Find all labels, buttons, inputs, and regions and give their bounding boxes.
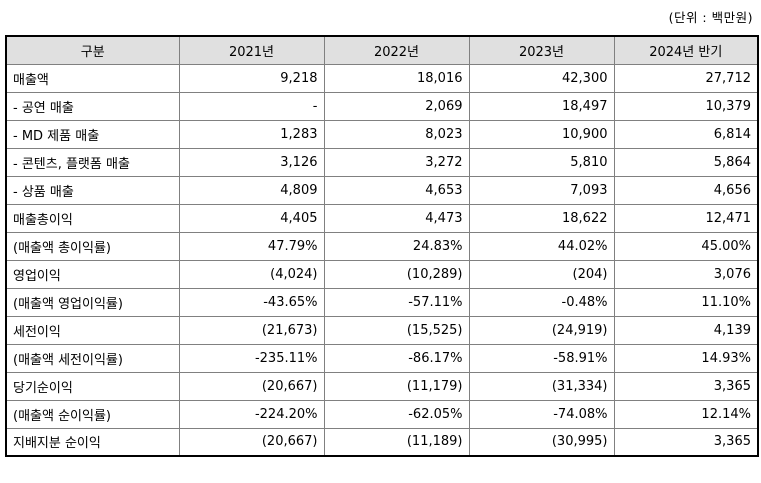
value-cell: 5,810 [468,147,615,177]
row-label-cell: (매출액 영업이익률) [5,287,180,317]
value-cell: 18,016 [323,63,470,93]
value-cell: 8,023 [323,119,470,149]
column-header: 구분 [5,35,180,65]
column-header: 2023년 [468,35,615,65]
row-label-cell: 세전이익 [5,315,180,345]
value-cell: (30,995) [468,427,615,457]
value-cell: (31,334) [468,371,615,401]
value-cell: (20,667) [178,371,325,401]
table-body: 매출액 9,218 18,016 42,300 27,712- 공연 매출 -2,069 1… [5,63,759,457]
value-cell: 4,139 [613,315,759,345]
value-cell: 18,497 [468,91,615,121]
value-cell: -43.65% [178,287,325,317]
table-row: 지배지분 순이익 (20,667) (11,189) (30,995) 3,365 [5,427,759,457]
value-cell: (204) [468,259,615,289]
value-cell: 2,069 [323,91,470,121]
header-row: 구분 2021년 2022년 2023년 2024년 반기 [5,35,759,65]
table-row: 영업이익 (4,024) (10,289) (204) 3,076 [5,259,759,289]
value-cell: (4,024) [178,259,325,289]
column-header: 2024년 반기 [613,35,759,65]
value-cell: -62.05% [323,399,470,429]
value-cell: 18,622 [468,203,615,233]
row-label-cell: 매출액 [5,63,180,93]
value-cell: 10,900 [468,119,615,149]
row-label-cell: (매출액 세전이익률) [5,343,180,373]
table-row: 당기순이익 (20,667) (11,179) (31,334) 3,365 [5,371,759,401]
value-cell: -224.20% [178,399,325,429]
value-cell: 27,712 [613,63,759,93]
value-cell: 42,300 [468,63,615,93]
value-cell: 12.14% [613,399,759,429]
row-label-cell: (매출액 총이익률) [5,231,180,261]
row-label-cell: 당기순이익 [5,371,180,401]
value-cell: (24,919) [468,315,615,345]
value-cell: 7,093 [468,175,615,205]
value-cell: - [178,91,325,121]
value-cell: (11,179) [323,371,470,401]
table-row: 매출액 9,218 18,016 42,300 27,712 [5,63,759,93]
table-row: - 콘텐츠, 플랫폼 매출 3,126 3,272 5,810 5,864 [5,147,759,177]
value-cell: (21,673) [178,315,325,345]
column-header: 2022년 [323,35,470,65]
row-label-cell: 지배지분 순이익 [5,427,180,457]
value-cell: 9,218 [178,63,325,93]
value-cell: 4,473 [323,203,470,233]
value-cell: 24.83% [323,231,470,261]
table-row: - 공연 매출 -2,069 18,497 10,379 [5,91,759,121]
row-label-cell: - 상품 매출 [5,175,180,205]
value-cell: (20,667) [178,427,325,457]
table-header: 구분 2021년 2022년 2023년 2024년 반기 [5,35,759,65]
value-cell: (10,289) [323,259,470,289]
value-cell: 3,126 [178,147,325,177]
table-row: (매출액 순이익률) -224.20% -62.05% -74.08% 12.14% [5,399,759,429]
column-header: 2021년 [178,35,325,65]
value-cell: 4,653 [323,175,470,205]
value-cell: 10,379 [613,91,759,121]
row-label-cell: - 콘텐츠, 플랫폼 매출 [5,147,180,177]
value-cell: 5,864 [613,147,759,177]
value-cell: 1,283 [178,119,325,149]
table-row: - 상품 매출 4,809 4,653 7,093 4,656 [5,175,759,205]
row-label-cell: - MD 제품 매출 [5,119,180,149]
table-row: 세전이익 (21,673) (15,525) (24,919) 4,139 [5,315,759,345]
value-cell: -235.11% [178,343,325,373]
value-cell: -0.48% [468,287,615,317]
financial-summary-table: 구분 2021년 2022년 2023년 2024년 반기 매출액 9,218 18,016… [5,35,759,457]
value-cell: 45.00% [613,231,759,261]
table-row: (매출액 총이익률) 47.79% 24.83% 44.02% 45.00% [5,231,759,261]
row-label-cell: 매출총이익 [5,203,180,233]
value-cell: 12,471 [613,203,759,233]
value-cell: 3,272 [323,147,470,177]
table-row: (매출액 세전이익률) -235.11% -86.17% -58.91% 14.93% [5,343,759,373]
table-row: - MD 제품 매출 1,283 8,023 10,900 6,814 [5,119,759,149]
value-cell: -74.08% [468,399,615,429]
value-cell: 47.79% [178,231,325,261]
value-cell: 3,076 [613,259,759,289]
value-cell: (15,525) [323,315,470,345]
row-label-cell: (매출액 순이익률) [5,399,180,429]
row-label-cell: - 공연 매출 [5,91,180,121]
row-label-cell: 영업이익 [5,259,180,289]
value-cell: 44.02% [468,231,615,261]
value-cell: 6,814 [613,119,759,149]
value-cell: 4,405 [178,203,325,233]
value-cell: -58.91% [468,343,615,373]
value-cell: 14.93% [613,343,759,373]
value-cell: 3,365 [613,371,759,401]
value-cell: 11.10% [613,287,759,317]
value-cell: (11,189) [323,427,470,457]
value-cell: 4,656 [613,175,759,205]
unit-label: (단위 : 백만원) [668,10,753,25]
value-cell: -57.11% [323,287,470,317]
table-row: (매출액 영업이익률) -43.65% -57.11% -0.48% 11.10% [5,287,759,317]
value-cell: 3,365 [613,427,759,457]
table-row: 매출총이익 4,405 4,473 18,622 12,471 [5,203,759,233]
value-cell: -86.17% [323,343,470,373]
value-cell: 4,809 [178,175,325,205]
